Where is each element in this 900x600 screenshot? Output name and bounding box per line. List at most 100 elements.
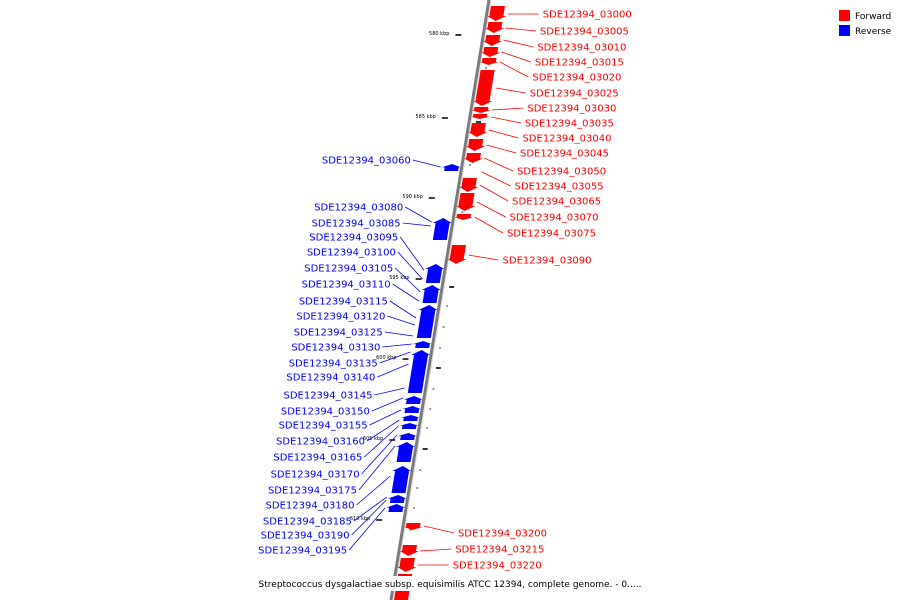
reverse-leader-line: [404, 206, 432, 223]
forward-gene-arrow: [456, 193, 476, 211]
reverse-gene-arrow: [402, 406, 422, 413]
reverse-leader-line: [399, 236, 425, 271]
leader-lines: [348, 13, 539, 566]
reverse-leader-line: [369, 409, 402, 426]
reverse-gene-label: SDE12394_03115: [299, 297, 388, 308]
scale-label: 590 kbp: [402, 194, 422, 200]
forward-gene-arrow: [485, 22, 505, 33]
reverse-leader-line: [371, 397, 404, 412]
forward-gene-arrow: [487, 6, 507, 21]
reverse-gene-arrow: [412, 341, 432, 348]
forward-leader-line: [495, 87, 526, 94]
forward-gene-arrow: [468, 123, 488, 137]
reverse-leader-line: [374, 387, 405, 396]
forward-leader-line: [481, 171, 511, 187]
scale-label: 610 kbp: [350, 516, 370, 522]
reverse-leader-line: [394, 267, 421, 293]
scale-label: 595 kbp: [389, 275, 409, 281]
reverse-gene-label: SDE12394_03095: [309, 233, 398, 244]
scale-label: 605 kbp: [363, 436, 383, 442]
forward-gene-label: SDE12394_03215: [455, 545, 544, 556]
forward-gene-label: SDE12394_03020: [532, 73, 621, 84]
forward-gene-arrow: [483, 35, 503, 46]
forward-gene-arrow: [464, 153, 484, 163]
reverse-leader-line: [364, 425, 399, 458]
forward-leader-line: [492, 107, 524, 111]
reverse-gene-arrow: [400, 415, 420, 421]
reverse-gene-label: SDE12394_03105: [304, 264, 393, 275]
forward-gene-label: SDE12394_03220: [453, 561, 542, 572]
forward-gene-label: SDE12394_03055: [515, 182, 604, 193]
forward-gene-label: SDE12394_03050: [517, 167, 606, 178]
forward-gene-arrow: [447, 245, 467, 264]
reverse-leader-line: [377, 363, 409, 378]
reverse-gene-label: SDE12394_03185: [263, 517, 352, 528]
forward-leader-line: [505, 27, 536, 32]
reverse-leader-line: [351, 499, 387, 536]
reverse-gene-label: SDE12394_03140: [286, 373, 375, 384]
forward-gene-label: SDE12394_03010: [537, 43, 626, 54]
forward-leader-line: [479, 184, 509, 202]
reverse-gene-arrow: [399, 423, 419, 429]
reverse-gene-arrow: [396, 442, 415, 462]
forward-gene-label: SDE12394_03005: [540, 27, 629, 38]
reverse-gene-label: SDE12394_03175: [268, 486, 357, 497]
reverse-gene-arrow: [416, 305, 438, 338]
reverse-gene-label: SDE12394_03135: [289, 359, 378, 370]
forward-leader-line: [423, 525, 455, 534]
forward-leader-line: [503, 39, 534, 48]
forward-gene-label: SDE12394_03030: [527, 104, 616, 115]
reverse-leader-line: [387, 315, 416, 326]
reverse-leader-line: [361, 434, 398, 475]
forward-gene-label: SDE12394_03075: [507, 229, 596, 240]
forward-gene-arrow: [459, 178, 479, 192]
reverse-gene-label: SDE12394_03130: [291, 343, 380, 354]
legend-reverse-label: Reverse: [855, 27, 892, 37]
reverse-gene-arrow: [403, 396, 423, 404]
reverse-leader-line: [356, 475, 391, 506]
forward-leader-line: [490, 116, 521, 124]
forward-leader-line: [499, 61, 529, 78]
reverse-gene-arrow: [441, 164, 461, 171]
reverse-gene-label: SDE12394_03160: [276, 437, 365, 448]
reverse-gene-label: SDE12394_03195: [258, 546, 347, 557]
legend-forward-swatch: [839, 10, 850, 21]
reverse-gene-arrow: [432, 218, 452, 240]
reverse-gene-label: SDE12394_03155: [279, 421, 368, 432]
reverse-leader-line: [397, 251, 423, 280]
genome-backbone: [389, 0, 491, 600]
forward-gene-arrow: [403, 523, 423, 530]
gene-labels: SDE12394_03000 SDE12394_03005 SDE12394_030…: [258, 10, 632, 572]
reverse-leader-line: [412, 159, 441, 168]
forward-gene-arrow: [470, 114, 490, 119]
forward-gene-arrow: [473, 70, 495, 106]
forward-leader-line: [419, 548, 452, 552]
reverse-gene-label: SDE12394_03100: [307, 248, 396, 259]
reverse-leader-line: [384, 331, 414, 337]
forward-gene-label: SDE12394_03065: [512, 197, 601, 208]
forward-gene-arrow: [400, 545, 419, 556]
forward-gene-arrow: [472, 107, 491, 113]
reverse-gene-label: SDE12394_03180: [266, 501, 355, 512]
reverse-leader-line: [358, 445, 396, 491]
reverse-leader-line: [402, 222, 432, 227]
forward-leader-line: [501, 51, 532, 63]
caption-background: [250, 576, 650, 591]
reverse-gene-label: SDE12394_03190: [261, 531, 350, 542]
legend-reverse-swatch: [839, 25, 850, 36]
reverse-leader-line: [392, 283, 420, 302]
forward-gene-arrow: [479, 58, 499, 65]
gene-features: [386, 6, 507, 600]
reverse-gene-arrow: [386, 504, 406, 512]
forward-gene-label: SDE12394_03000: [543, 10, 632, 21]
reverse-gene-arrow: [421, 285, 441, 303]
reverse-gene-label: SDE12394_03085: [312, 219, 401, 230]
forward-gene-label: SDE12394_03045: [520, 149, 609, 160]
genome-caption: Streptococcus dysgalactiae subsp. equisi…: [259, 580, 642, 590]
reverse-leader-line: [348, 507, 386, 551]
forward-leader-line: [484, 157, 514, 172]
scale-label: 580 kbp: [429, 31, 449, 37]
forward-gene-label: SDE12394_03025: [530, 89, 619, 100]
forward-gene-arrow: [481, 47, 501, 57]
